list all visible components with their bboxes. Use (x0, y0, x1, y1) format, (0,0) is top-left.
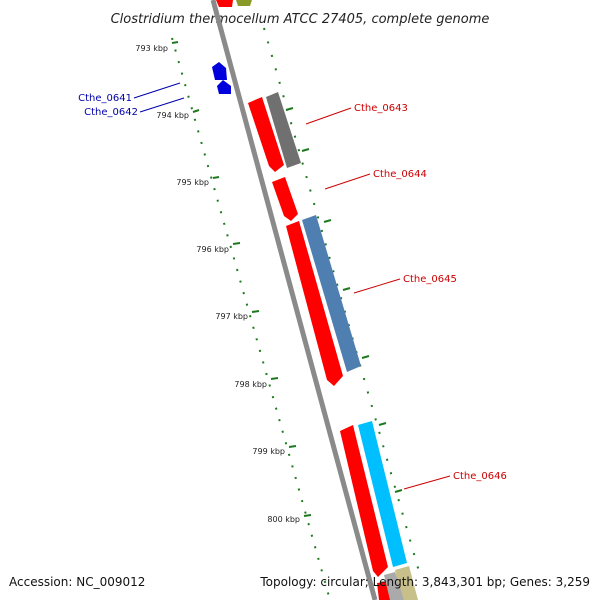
tick-label: 795 kbp (176, 178, 209, 187)
tick-mark (232, 242, 241, 245)
tick-label: 798 kbp (234, 380, 267, 389)
tick-mark (303, 514, 312, 517)
outer-tick (301, 148, 310, 152)
leader-line-cthe-0641 (133, 82, 181, 99)
gene-feature-top-olive (236, 0, 252, 6)
outer-tick (342, 287, 351, 291)
leader-line-cthe-0646 (403, 475, 451, 490)
gene-feature-cthe-0645 (302, 215, 361, 372)
tick-mark (212, 176, 220, 179)
tick-group: 793 kbp 794 kbp 795 kbp 796 kbp 797 kbp … (135, 41, 403, 524)
backbone-arc (210, 0, 378, 600)
summary-text: Topology: circular; Length: 3,843,301 bp… (259, 575, 590, 589)
gene-feature-red-1 (248, 97, 284, 172)
tick-label: 800 kbp (267, 515, 300, 524)
leader-line-cthe-0644 (324, 173, 371, 190)
outer-tick (361, 355, 370, 359)
leader-line-cthe-0642 (139, 97, 185, 113)
tick-mark (270, 377, 279, 380)
gene-feature-bottom-gray (384, 572, 404, 600)
gene-feature-red-4 (340, 425, 388, 577)
gene-feature-red-3 (286, 221, 343, 386)
leader-line-cthe-0643 (305, 107, 352, 125)
gene-label-cthe-0641: Cthe_0641 (78, 93, 132, 104)
gene-feature-cthe-0646 (358, 421, 407, 567)
accession-text: Accession: NC_009012 (9, 575, 145, 589)
gene-label-cthe-0645: Cthe_0645 (403, 274, 457, 285)
outer-tick (394, 489, 403, 493)
gene-feature-cthe-0644 (272, 177, 298, 221)
gene-label-cthe-0646: Cthe_0646 (453, 471, 507, 482)
tick-label: 796 kbp (196, 245, 229, 254)
tick-label: 793 kbp (135, 44, 168, 53)
leader-line-cthe-0645 (353, 278, 401, 294)
gene-feature-cthe-0643 (266, 92, 301, 168)
gene-label-cthe-0642: Cthe_0642 (84, 107, 138, 118)
map-title: Clostridium thermocellum ATCC 27405, com… (111, 12, 490, 27)
gene-feature-cthe-0642 (217, 80, 231, 94)
gene-feature-cthe-0641 (212, 62, 227, 80)
outer-tick (378, 422, 387, 426)
gene-label-cthe-0644: Cthe_0644 (373, 169, 427, 180)
tick-label: 797 kbp (215, 312, 248, 321)
outer-tick (323, 219, 332, 223)
gene-feature-top-red (216, 0, 233, 7)
gene-label-cthe-0643: Cthe_0643 (354, 103, 408, 114)
tick-ring-inner (171, 37, 331, 600)
tick-mark (171, 41, 179, 44)
tick-mark (192, 109, 200, 113)
tick-mark (288, 445, 297, 448)
outer-tick (285, 107, 294, 111)
tick-label: 794 kbp (156, 111, 189, 120)
tick-mark (251, 310, 260, 313)
tick-label: 799 kbp (252, 447, 285, 456)
